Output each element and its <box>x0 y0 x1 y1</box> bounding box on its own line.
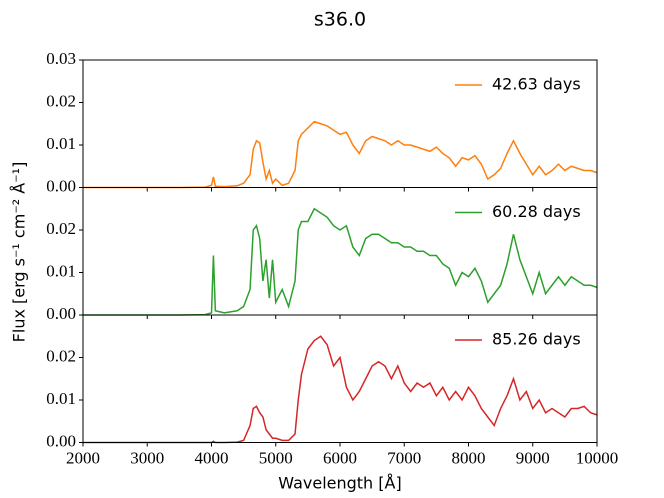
y-axis-label: Flux [erg s⁻¹ cm⁻² Å⁻¹] <box>10 162 29 343</box>
x-tick-label: 3000 <box>130 448 164 467</box>
x-tick-label: 9000 <box>516 448 550 467</box>
x-tick-label: 8000 <box>452 448 486 467</box>
x-tick-label: 10000 <box>576 448 619 467</box>
spectrum-line <box>83 207 598 316</box>
y-tick-label: 0.00 <box>46 304 76 323</box>
spectrum-line <box>83 335 598 444</box>
x-axis-label: Wavelength [Å] <box>278 474 401 493</box>
y-tick-label: 0.02 <box>46 91 76 110</box>
y-tick-label: 0.02 <box>46 346 76 365</box>
legend-label: 85.26 days <box>492 330 581 349</box>
x-tick-label: 6000 <box>323 448 357 467</box>
y-tick-label: 0.00 <box>46 431 76 450</box>
x-tick-label: 4000 <box>195 448 229 467</box>
spectrum-line <box>83 120 598 189</box>
x-tick-label: 2000 <box>66 448 100 467</box>
y-tick-label: 0.00 <box>46 176 76 195</box>
y-tick-label: 0.01 <box>46 261 76 280</box>
y-tick-label: 0.01 <box>46 389 76 408</box>
figure-title: s36.0 <box>314 9 366 31</box>
y-tick-label: 0.01 <box>46 134 76 153</box>
y-tick-label: 0.02 <box>46 219 76 238</box>
y-tick-label: 0.03 <box>46 49 76 68</box>
axes-frame <box>82 314 598 443</box>
x-tick-label: 5000 <box>259 448 293 467</box>
x-tick-label: 7000 <box>387 448 421 467</box>
legend-label: 60.28 days <box>492 202 581 221</box>
legend-label: 42.63 days <box>492 75 581 94</box>
